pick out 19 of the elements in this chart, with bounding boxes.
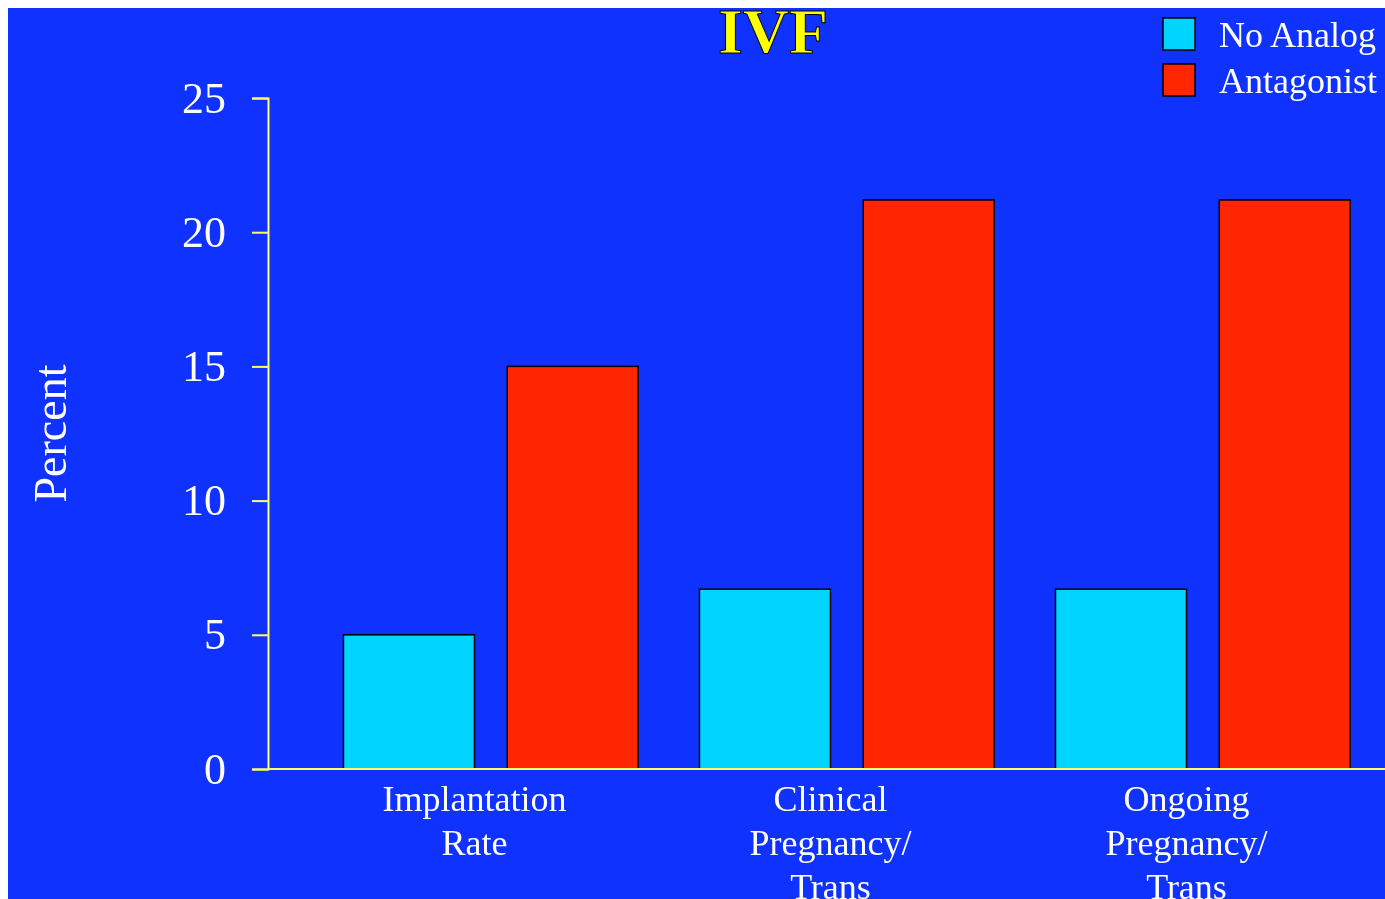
- bar: [506, 365, 639, 770]
- y-tick-label: 20: [182, 207, 226, 257]
- y-tick-label: 0: [204, 744, 226, 794]
- y-axis-title: Percent: [25, 364, 76, 503]
- bar: [1054, 588, 1188, 770]
- y-tick-label: 10: [182, 476, 226, 526]
- x-tick-label: Ongoing Pregnancy/ Trans: [1105, 779, 1268, 899]
- bar: [698, 588, 832, 770]
- y-tick-label: 15: [182, 341, 226, 391]
- bar: [862, 199, 996, 770]
- legend-label: No Analog: [1219, 14, 1376, 55]
- bar: [1218, 199, 1352, 770]
- x-tick-label: Implantation Rate: [382, 779, 567, 863]
- chart-title: IVF: [717, 0, 829, 67]
- y-tick-label: 5: [204, 610, 226, 660]
- x-tick-label: Clinical Pregnancy/ Trans: [749, 779, 912, 899]
- y-tick-label: 25: [182, 73, 226, 123]
- bar: [342, 634, 476, 770]
- legend-label: Antagonist: [1219, 60, 1377, 101]
